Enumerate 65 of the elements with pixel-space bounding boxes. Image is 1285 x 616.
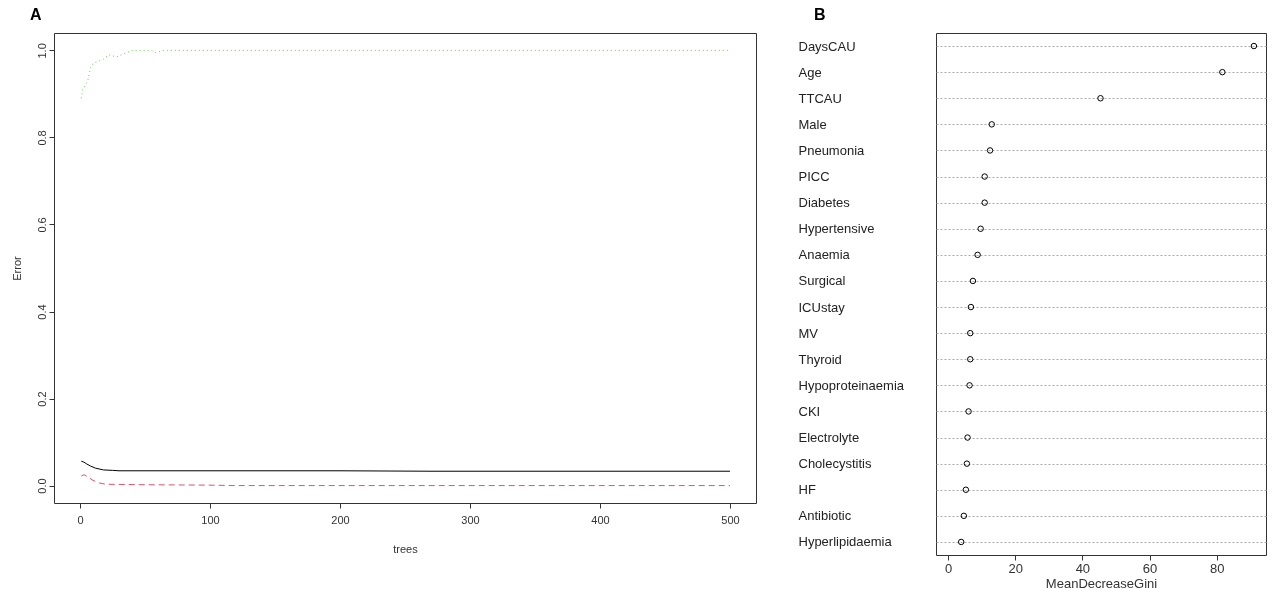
y-tick-label: 0.8 [35,130,48,146]
point [977,225,984,232]
x-tick-label: 200 [331,513,350,526]
y-tick-label: ICUstay [798,299,846,315]
chart-title: B [814,6,826,23]
point [964,434,971,441]
x-tick-label: 300 [461,513,480,526]
y-tick-label: 0.0 [35,478,48,494]
x-tick-label: 100 [201,513,220,526]
point [981,199,988,206]
y-tick-label: Anaemia [798,247,851,263]
y-tick-label: HF [798,482,816,498]
y-tick-label: 0.6 [35,217,48,233]
point [986,147,994,154]
y-tick-label: Thyroid [798,351,842,367]
x-tick-label: 500 [721,513,740,526]
x-axis-title: MeanDecreaseGini [1045,575,1158,591]
line-series [80,460,731,472]
y-tick-label: Age [798,64,822,80]
x-tick-label: 400 [591,513,610,526]
y-tick-label: Pneumonia [798,142,866,158]
y-tick-label: 0.4 [35,304,48,320]
x-tick-label: 80 [1209,560,1225,576]
x-tick-label: 40 [1075,560,1091,576]
point [962,486,970,493]
x-tick-label: 0 [77,513,84,526]
y-tick-label: Cholecystitis [798,456,872,472]
point [1097,95,1104,102]
x-tick-label: 60 [1142,560,1158,576]
line-series [80,474,731,487]
y-tick-label: PICC [798,169,830,185]
y-tick-label: 0.2 [35,391,48,407]
line-series [80,49,731,99]
point [967,329,974,337]
x-tick-label: 0 [944,560,953,576]
point [981,173,988,180]
y-tick-label: Diabetes [798,195,851,211]
point [960,512,968,520]
y-tick-label: TTCAU [798,90,842,106]
point [965,408,972,415]
y-axis-title: Error [10,255,23,281]
point [967,303,975,311]
y-tick-label: MV [798,325,819,341]
point [969,277,977,285]
y-tick-label: Hypertensive [798,221,875,237]
x-axis-title: trees [393,542,419,555]
y-tick-label: 1.0 [35,43,48,59]
x-tick-label: 20 [1008,560,1023,576]
y-tick-label: Male [798,116,827,132]
y-tick-label: CKI [798,403,821,419]
y-tick-label: Electrolyte [798,430,860,446]
y-tick-label: Hypoproteinaemia [798,377,905,393]
point [963,460,971,467]
point [974,251,981,259]
point [1250,42,1258,50]
point [957,538,965,546]
y-tick-label: DaysCAU [798,38,856,54]
y-tick-label: Surgical [798,273,846,289]
point [966,382,973,389]
chart-title: A [30,6,42,23]
point [988,121,995,128]
y-tick-label: Antibiotic [798,508,852,524]
point [967,356,974,363]
point [1219,68,1226,76]
y-tick-label: Hyperlipidaemia [798,534,893,550]
